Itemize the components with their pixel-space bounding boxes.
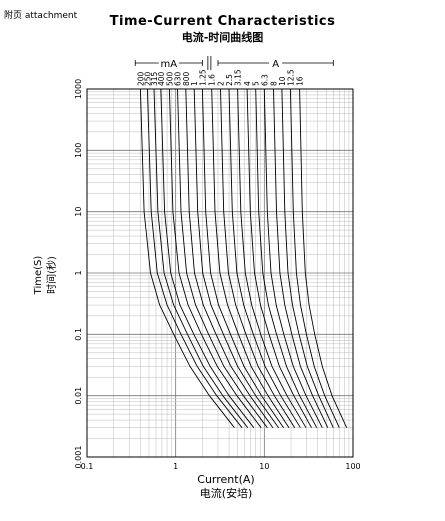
x-axis-label-cn: 电流(安培) <box>200 486 253 500</box>
curve-label: 16 <box>296 76 305 86</box>
y-axis-label: Time(S) <box>33 256 44 296</box>
group-label: mA <box>161 59 178 70</box>
curve-400 <box>160 89 255 428</box>
curve-label: 315 <box>150 71 159 86</box>
group-label: A <box>272 59 279 70</box>
grid-lines <box>86 89 353 458</box>
curve-5 <box>255 89 318 428</box>
y-tick-label: 1 <box>74 270 83 275</box>
curve-series <box>139 89 348 428</box>
curve-12-5 <box>289 89 340 428</box>
curve-label: 500 <box>165 71 174 86</box>
curve-label: 8 <box>270 81 279 86</box>
curve-label: 3.15 <box>234 69 243 86</box>
group-label-bg <box>158 57 179 69</box>
curve-315 <box>153 89 249 428</box>
curve-label: 1 <box>190 81 199 86</box>
y-axis-label-cn: 时间(秒) <box>45 256 58 294</box>
x-tick-label: 100 <box>345 462 360 471</box>
curve-label: 2 <box>216 81 225 86</box>
x-tick-label: 1 <box>173 462 178 471</box>
curve-1-25 <box>201 89 284 428</box>
y-tick-label: 0.1 <box>74 328 83 341</box>
curve-6-3 <box>263 89 323 428</box>
x-tick-label: 0.1 <box>81 462 94 471</box>
curve-label: 1.25 <box>198 69 207 86</box>
curve-2 <box>220 89 296 428</box>
curve-label: 2.5 <box>225 74 234 86</box>
curve-label: 6.3 <box>260 74 269 86</box>
curve-label: 630 <box>174 71 183 86</box>
curve-16 <box>299 89 348 428</box>
chart-title: Time-Current Characteristics <box>109 14 336 29</box>
group-label-bg <box>269 57 283 69</box>
curve-630 <box>177 89 268 428</box>
curve-2-5 <box>228 89 301 428</box>
y-tick-label: 10 <box>74 207 83 217</box>
curve-1-6 <box>211 89 290 428</box>
curve-label: 5 <box>252 81 261 86</box>
curve-3-15 <box>237 89 307 428</box>
y-tick-label: 0.01 <box>74 387 83 405</box>
curve-label: 1.6 <box>208 74 217 86</box>
curve-500 <box>168 89 262 428</box>
x-tick-label: 10 <box>259 462 269 471</box>
y-tick-label: 1000 <box>74 79 83 99</box>
y-tick-label: 100 <box>74 143 83 158</box>
chart-subtitle: 电流-时间曲线图 <box>181 31 264 44</box>
curve-label: 10 <box>278 76 287 86</box>
plot-frame <box>86 88 354 458</box>
curve-label: 200 <box>136 71 145 86</box>
curve-label: 250 <box>143 71 152 86</box>
curve-label: 400 <box>157 71 166 86</box>
curve-1 <box>193 89 279 428</box>
x-axis-label: Current(A) <box>197 473 254 486</box>
curve-8 <box>273 89 329 428</box>
corner-label: 附页 attachment <box>4 11 78 21</box>
tick-labels: 0.1 1 10 100 0.001 0.01 0.1 1 10 100 1000 <box>74 79 361 471</box>
curve-200 <box>139 89 235 428</box>
curve-label: 4 <box>243 81 252 86</box>
curve-800 <box>185 89 274 428</box>
curve-10 <box>281 89 334 428</box>
curve-250 <box>146 89 243 428</box>
y-tick-label: 0.001 <box>74 446 83 469</box>
curve-label: 800 <box>182 71 191 86</box>
curve-4 <box>246 89 312 428</box>
curve-label: 12.5 <box>286 69 295 86</box>
